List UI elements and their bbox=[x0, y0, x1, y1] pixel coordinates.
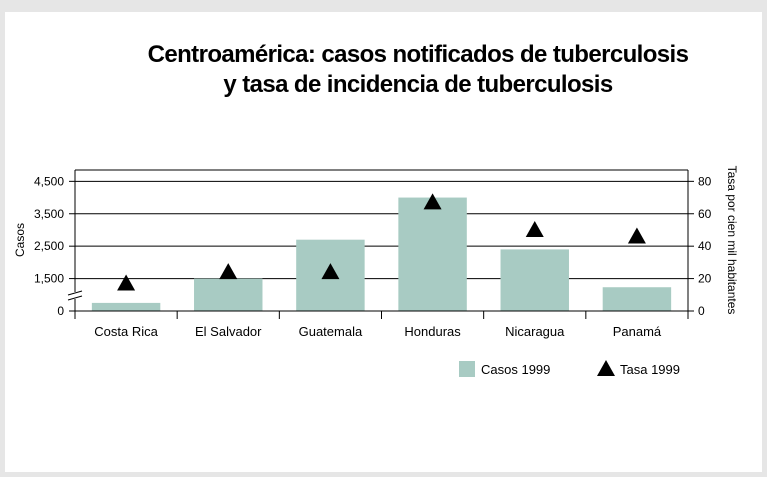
bar bbox=[602, 287, 672, 311]
y-tick-label: 2,500 bbox=[34, 239, 64, 253]
y2-tick-label: 0 bbox=[698, 304, 705, 318]
y2-axis-label: Tasa por cien mil habitantes bbox=[725, 166, 739, 315]
legend-label: Casos 1999 bbox=[481, 362, 550, 377]
marker bbox=[423, 193, 442, 210]
marker bbox=[627, 227, 646, 244]
marker bbox=[117, 274, 136, 291]
x-tick-label: Guatemala bbox=[299, 324, 363, 339]
x-tick-label: Honduras bbox=[404, 324, 461, 339]
chart-title: y tasa de incidencia de tuberculosis bbox=[223, 71, 612, 98]
chart-title: Centroamérica: casos notificados de tube… bbox=[148, 41, 689, 68]
marker bbox=[321, 263, 340, 280]
marker bbox=[525, 220, 544, 237]
y-tick-label: 1,500 bbox=[34, 272, 64, 286]
x-tick-label: Panamá bbox=[613, 324, 662, 339]
bar bbox=[194, 278, 263, 311]
axis-break bbox=[67, 290, 83, 296]
axis-break bbox=[67, 295, 83, 301]
y2-tick-label: 80 bbox=[698, 174, 712, 188]
legend-label: Tasa 1999 bbox=[620, 362, 680, 377]
y2-tick-label: 40 bbox=[698, 239, 712, 253]
bar bbox=[500, 249, 569, 311]
axis-break bbox=[67, 292, 83, 299]
y-tick-label: 0 bbox=[57, 304, 64, 318]
bar bbox=[398, 197, 467, 311]
y2-tick-label: 60 bbox=[698, 207, 712, 221]
legend-swatch bbox=[459, 361, 475, 377]
y2-tick-label: 20 bbox=[698, 272, 712, 286]
y-axis-label: Casos bbox=[13, 223, 27, 257]
x-tick-label: Nicaragua bbox=[505, 324, 565, 339]
y-tick-label: 4,500 bbox=[34, 174, 64, 188]
marker bbox=[219, 263, 238, 280]
y-tick-label: 3,500 bbox=[34, 207, 64, 221]
x-tick-label: El Salvador bbox=[195, 324, 262, 339]
legend-swatch bbox=[597, 360, 615, 376]
bar bbox=[91, 302, 161, 311]
x-tick-label: Costa Rica bbox=[94, 324, 158, 339]
